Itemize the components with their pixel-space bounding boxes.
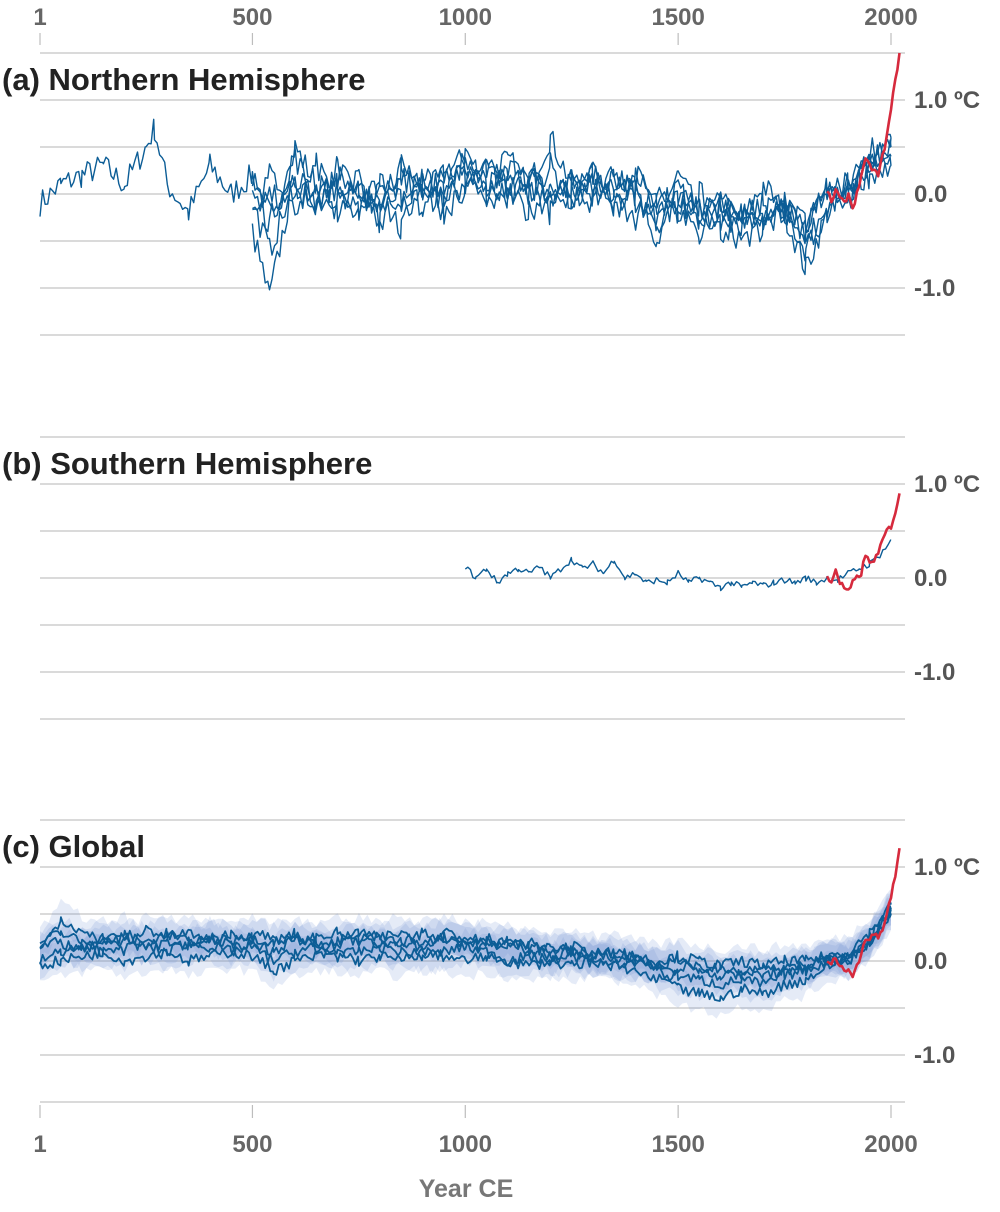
reconstruction-series-line	[251, 137, 892, 243]
bottom-x-tick-label: 1000	[439, 1131, 492, 1158]
reconstruction-series-line	[251, 146, 892, 245]
panel-title: (a) Northern Hemisphere	[2, 62, 365, 97]
y-tick-label: 1.0 ºC	[914, 471, 980, 498]
uncertainty-band	[40, 893, 891, 1019]
instrumental-series-line	[826, 848, 901, 979]
top-x-tick-label: 500	[232, 4, 272, 31]
bottom-x-tick-label: 1500	[651, 1131, 704, 1158]
reconstruction-series-line	[252, 156, 892, 240]
reconstruction-series-line	[39, 909, 892, 1002]
y-tick-label: -1.0	[914, 275, 955, 302]
y-tick-label: 0.0	[914, 565, 947, 592]
reconstruction-series-line	[464, 539, 892, 592]
y-tick-label: 0.0	[914, 181, 947, 208]
bottom-x-tick-label: 2000	[864, 1131, 917, 1158]
bottom-x-tick-label: 500	[232, 1131, 272, 1158]
instrumental-series-line	[826, 52, 901, 210]
uncertainty-band	[40, 898, 891, 992]
panel-title: (c) Global	[2, 829, 145, 864]
y-tick-label: 1.0 ºC	[914, 854, 980, 881]
top-x-tick-label: 1	[33, 4, 46, 31]
reconstruction-series-line	[39, 905, 892, 981]
instrumental-series-line	[825, 493, 901, 591]
top-x-tick-label: 1000	[439, 4, 492, 31]
bottom-x-tick-label: 1	[33, 1131, 46, 1158]
x-axis-title: Year CE	[419, 1175, 514, 1203]
y-tick-label: 0.0	[914, 948, 947, 975]
reconstruction-series-line	[39, 912, 892, 980]
top-x-tick-label: 2000	[864, 4, 917, 31]
series-layer	[39, 52, 901, 1002]
y-tick-label: -1.0	[914, 1042, 955, 1069]
y-tick-label: -1.0	[914, 659, 955, 686]
panel-title: (b) Southern Hemisphere	[2, 446, 372, 481]
top-x-tick-label: 1500	[651, 4, 704, 31]
y-tick-label: 1.0 ºC	[914, 87, 980, 114]
